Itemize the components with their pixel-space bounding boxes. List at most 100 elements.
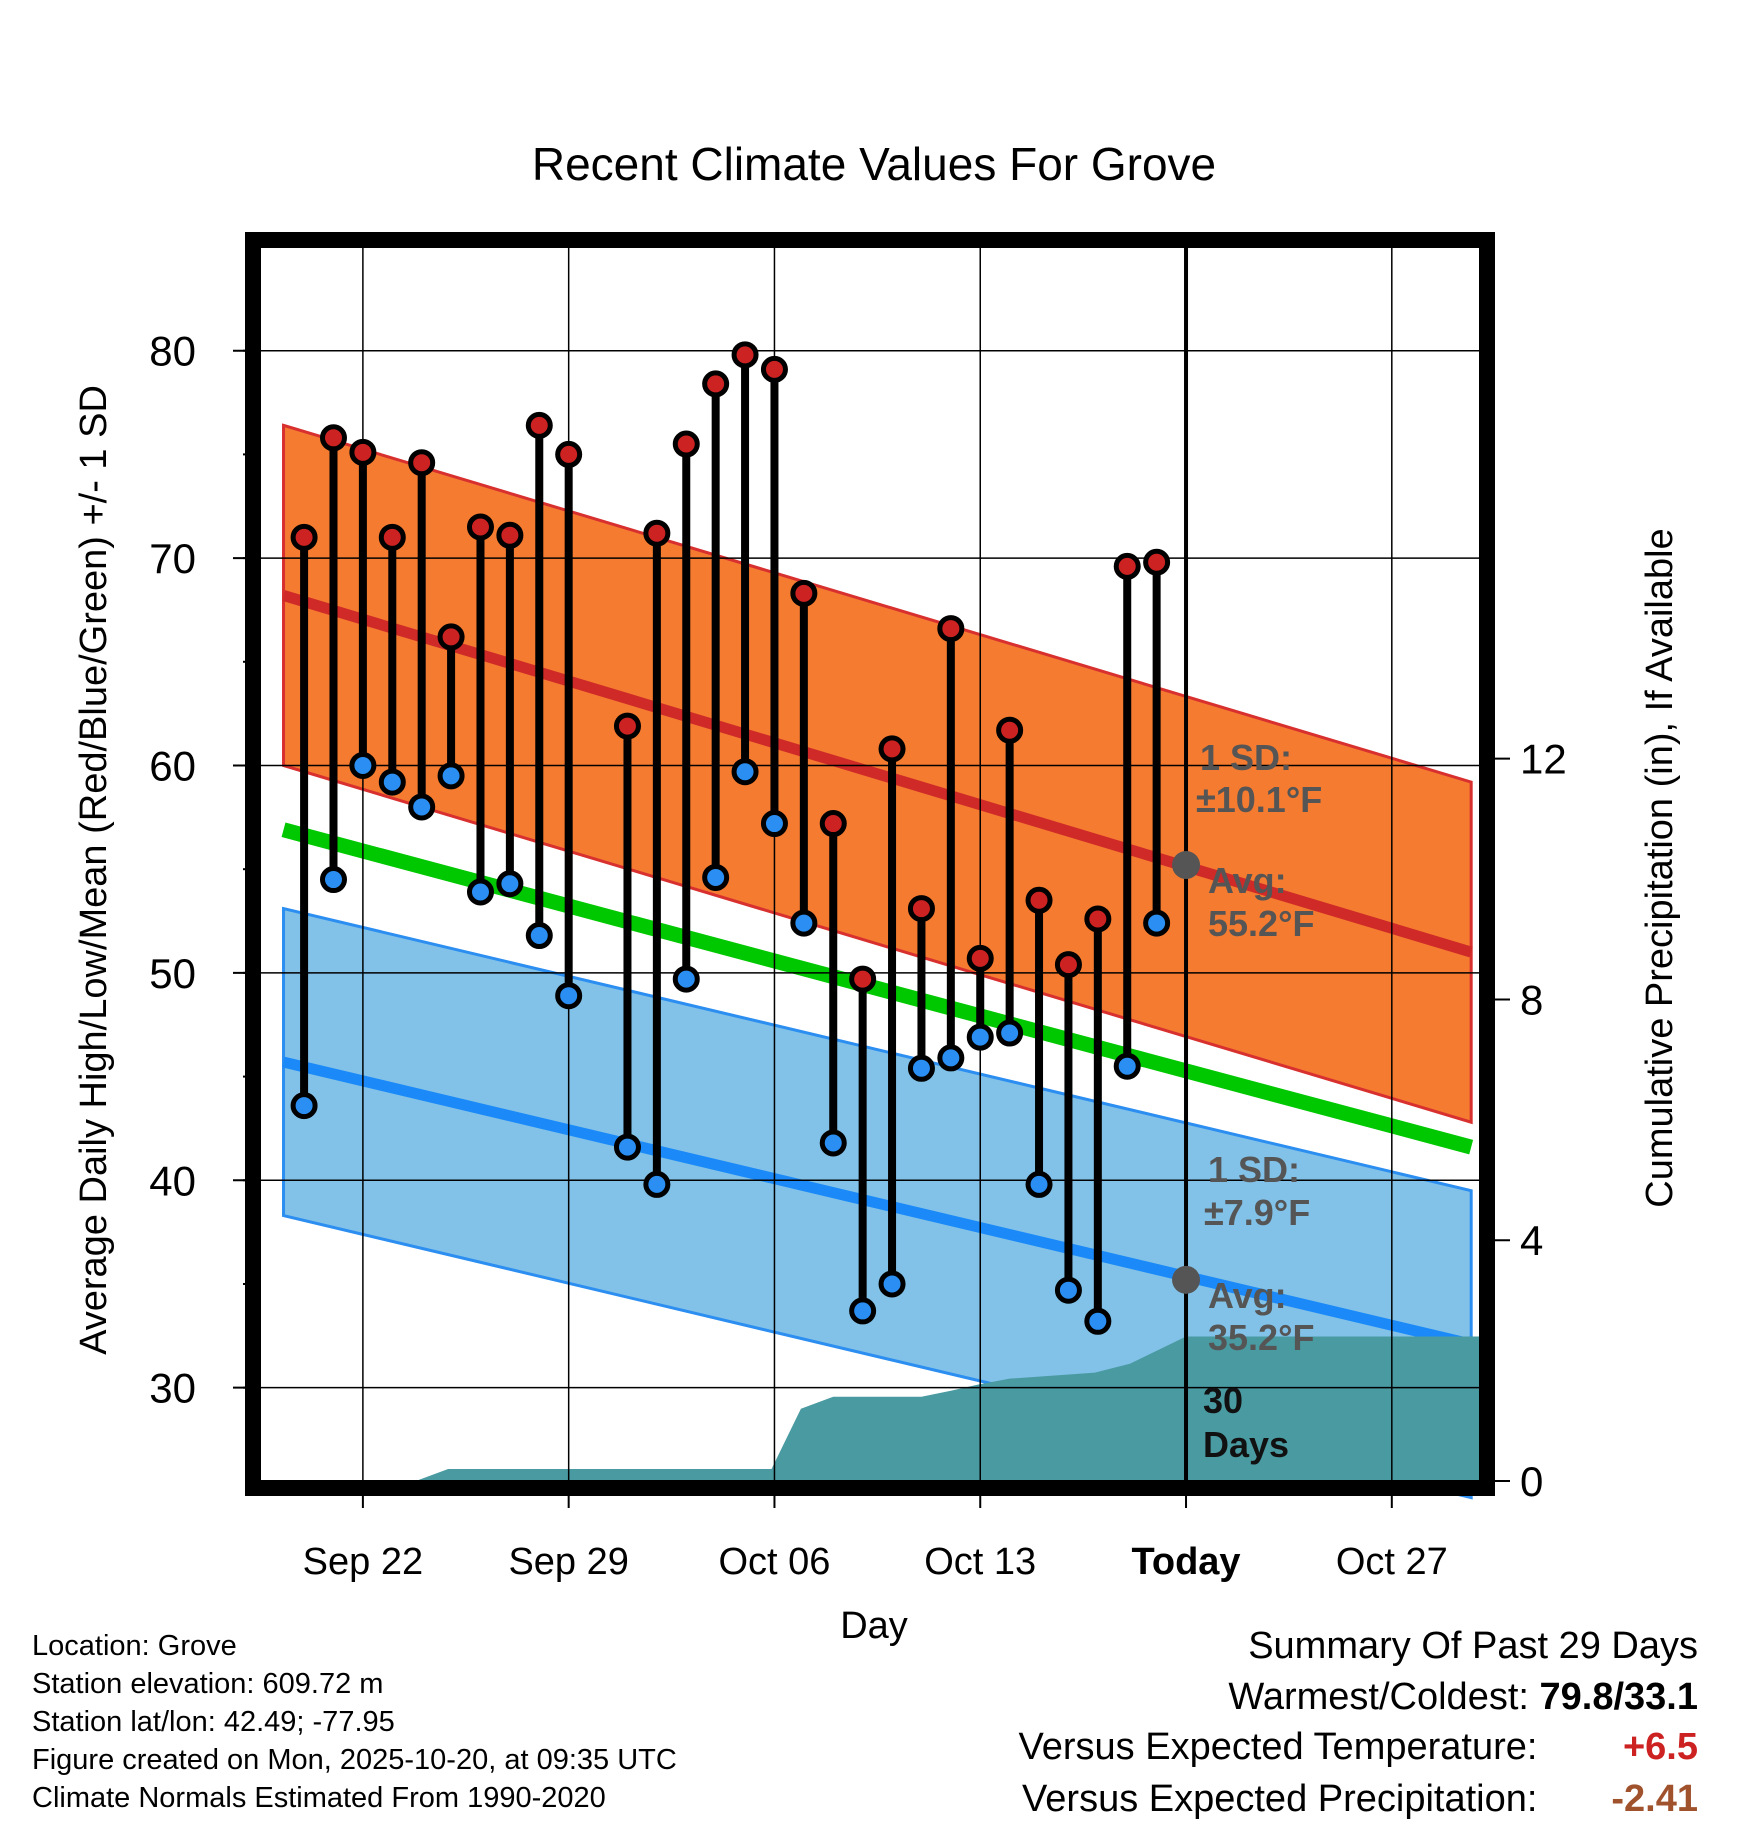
daily-high-point — [760, 355, 788, 383]
y2-tick-label: 12 — [1520, 736, 1567, 783]
daily-low-point — [643, 1170, 671, 1198]
daily-low-point — [408, 793, 436, 821]
daily-low-point — [525, 922, 553, 950]
precip-area — [260, 1336, 1480, 1481]
summary-precip-label: Versus Expected Precipitation: — [1022, 1778, 1538, 1820]
daily-high-point — [525, 411, 553, 439]
low-avg-label: Avg: — [1208, 1275, 1287, 1316]
daily-low-point — [996, 1019, 1024, 1047]
daily-high-point — [466, 513, 494, 541]
daily-high-point — [643, 519, 671, 547]
daily-high-point — [819, 810, 847, 838]
daily-high-point — [290, 523, 318, 551]
low-sd-label: 1 SD: — [1208, 1149, 1300, 1190]
daily-high-point — [937, 615, 965, 643]
daily-low-point — [819, 1129, 847, 1157]
daily-low-point — [907, 1054, 935, 1082]
y2-tick-label: 0 — [1520, 1458, 1543, 1505]
daily-high-point — [1084, 905, 1112, 933]
info-latlon: Station lat/lon: 42.49; -77.95 — [32, 1706, 395, 1738]
daily-low-point — [437, 762, 465, 790]
daily-high-point — [1054, 951, 1082, 979]
daily-high-point — [878, 735, 906, 763]
high-avg-label: Avg: — [1208, 860, 1287, 901]
daily-high-point — [496, 521, 524, 549]
daily-low-point — [731, 758, 759, 786]
days-count-label: 30 — [1203, 1380, 1243, 1421]
daily-low-point — [790, 909, 818, 937]
low-avg-value: 35.2°F — [1208, 1317, 1314, 1358]
daily-low-point — [1143, 909, 1171, 937]
daily-high-point — [378, 523, 406, 551]
daily-low-point — [290, 1092, 318, 1120]
daily-high-point — [731, 341, 759, 369]
daily-low-point — [1084, 1307, 1112, 1335]
summary-temp-value: +6.5 — [1622, 1726, 1698, 1768]
summary-title: Summary Of Past 29 Days — [1248, 1625, 1698, 1667]
daily-low-point — [1025, 1170, 1053, 1198]
y2-tick-label: 8 — [1520, 976, 1543, 1023]
info-normals: Climate Normals Estimated From 1990-2020 — [32, 1782, 606, 1814]
daily-low-point — [319, 866, 347, 894]
daily-high-point — [408, 449, 436, 477]
y2-tick-label: 4 — [1520, 1217, 1543, 1264]
x-tick-label: Oct 27 — [1336, 1541, 1448, 1583]
today-low-avg-point — [1172, 1265, 1201, 1294]
daily-low-point — [760, 810, 788, 838]
y-tick-label: 50 — [149, 950, 196, 997]
y-axis-label: Average Daily High/Low/Mean (Red/Blue/Gr… — [73, 385, 115, 1355]
daily-high-point — [349, 438, 377, 466]
info-location: Location: Grove — [32, 1630, 237, 1662]
daily-high-point — [907, 895, 935, 923]
info-elevation: Station elevation: 609.72 m — [32, 1668, 384, 1700]
daily-low-point — [1054, 1276, 1082, 1304]
daily-high-point — [1113, 552, 1141, 580]
plot-frame — [245, 232, 1495, 1496]
high-avg-value: 55.2°F — [1208, 903, 1314, 944]
chart-title: Recent Climate Values For Grove — [532, 138, 1216, 190]
daily-low-point — [1113, 1052, 1141, 1080]
summary-temp-label: Versus Expected Temperature: — [1018, 1726, 1538, 1768]
plot-area: 30 40 50 60 70 80 0 4 8 12 Sep 22 Sep 29 Oct 06 Oct 1… — [149, 232, 1567, 1583]
daily-high-point — [319, 424, 347, 452]
x-tick-label: Oct 06 — [718, 1541, 830, 1583]
days-word-label: Days — [1203, 1424, 1289, 1465]
daily-low-point — [555, 982, 583, 1010]
summary-warm-row: Warmest/Coldest: 79.8/33.1 — [1228, 1676, 1698, 1719]
summary-temp-row: Versus Expected Temperature: +6.5 — [1019, 1726, 1698, 1769]
daily-high-point — [672, 430, 700, 458]
station-info: Location: Grove Station elevation: 609.7… — [32, 1627, 677, 1817]
normal-low-line — [282, 1056, 1473, 1350]
x-tick-label: Sep 29 — [508, 1541, 628, 1583]
y-tick-label: 40 — [149, 1157, 196, 1204]
low-sd-value: ±7.9°F — [1204, 1192, 1310, 1233]
daily-high-point — [613, 712, 641, 740]
summary-precip-value: -2.41 — [1611, 1778, 1698, 1820]
high-sd-label: 1 SD: — [1200, 737, 1292, 778]
x-axis-label: Day — [840, 1605, 908, 1647]
summary-precip-row: Versus Expected Precipitation: -2.41 — [1022, 1778, 1698, 1821]
daily-low-point — [496, 870, 524, 898]
daily-high-point — [437, 623, 465, 651]
daily-high-point — [1025, 886, 1053, 914]
daily-high-point — [790, 579, 818, 607]
daily-low-point — [849, 1297, 877, 1325]
high-sd-value: ±10.1°F — [1196, 779, 1322, 820]
x-tick-label: Sep 22 — [303, 1541, 423, 1583]
daily-high-point — [849, 965, 877, 993]
daily-high-point — [996, 716, 1024, 744]
y-tick-label: 70 — [149, 535, 196, 582]
daily-low-point — [966, 1023, 994, 1051]
y-tick-label: 30 — [149, 1365, 196, 1412]
daily-high-point — [555, 440, 583, 468]
daily-high-point — [1143, 548, 1171, 576]
daily-low-point — [937, 1044, 965, 1072]
daily-high-point — [966, 944, 994, 972]
x-tick-label: Today — [1131, 1541, 1240, 1583]
daily-low-point — [466, 878, 494, 906]
daily-low-point — [613, 1133, 641, 1161]
daily-low-point — [702, 863, 730, 891]
today-high-avg-point — [1172, 851, 1201, 880]
daily-low-point — [378, 768, 406, 796]
